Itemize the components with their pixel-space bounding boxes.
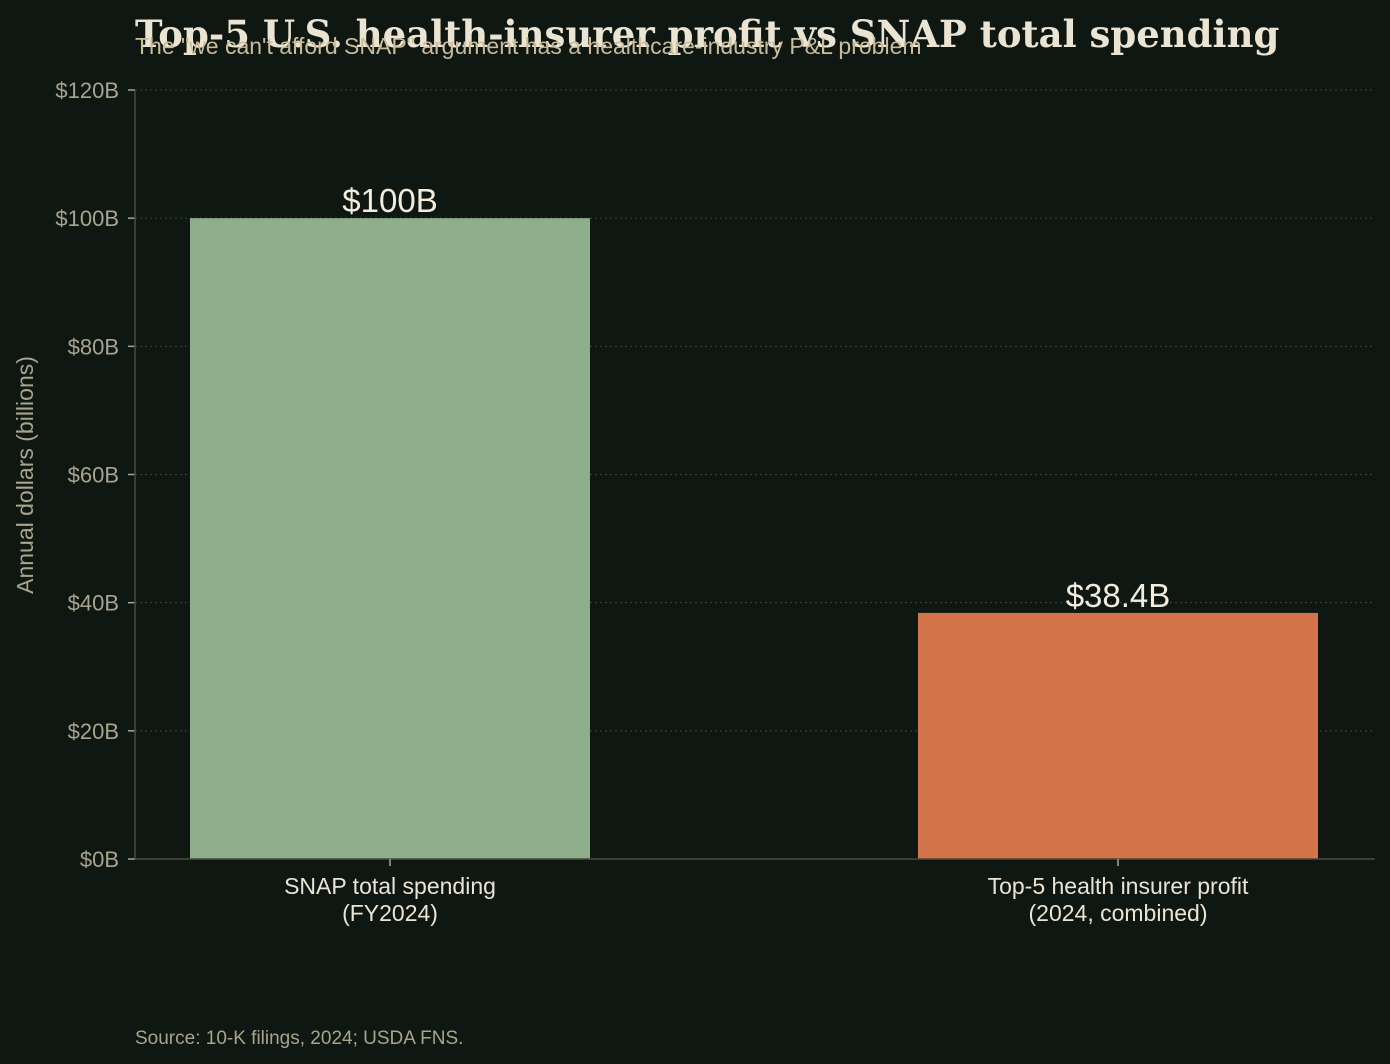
chart-title: Top-5 U.S. health-insurer profit vs SNAP…: [135, 12, 1279, 56]
y-tick-label: $0B: [80, 847, 119, 872]
category-label: SNAP total spending: [284, 873, 496, 899]
y-tick-label: $120B: [55, 78, 119, 103]
y-tick-label: $20B: [68, 719, 119, 744]
bar: [918, 612, 1318, 859]
source-note: Source: 10-K filings, 2024; USDA FNS.: [135, 1028, 463, 1049]
category-label: (2024, combined): [1029, 900, 1208, 926]
bar: [190, 218, 590, 859]
y-tick-label: $60B: [68, 463, 119, 488]
category-label: (FY2024): [342, 900, 438, 926]
axes: [128, 89, 1375, 866]
category-label: Top-5 health insurer profit: [988, 873, 1249, 899]
value-label: $38.4B: [1066, 577, 1171, 614]
bars: [190, 218, 1318, 859]
y-tick-label: $100B: [55, 206, 119, 231]
y-tick-label: $80B: [68, 334, 119, 359]
y-axis-title: Annual dollars (billions): [12, 356, 38, 594]
labels: $0B $20B $40B $60B $80B $100B $120B $100B SNAP t…: [55, 78, 1249, 926]
y-tick-label: $40B: [68, 591, 119, 616]
chart-subtitle: The "we can't afford SNAP" argument has …: [135, 33, 922, 59]
value-label: $100B: [342, 182, 437, 219]
